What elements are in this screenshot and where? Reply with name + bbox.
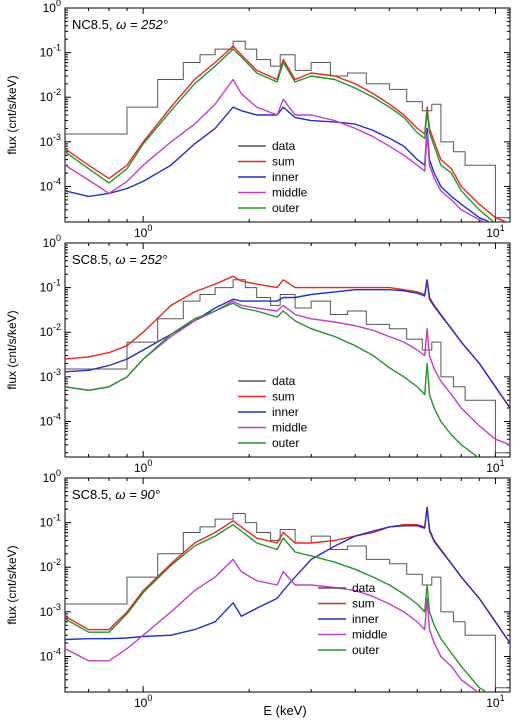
legend-label-middle: middle — [272, 421, 308, 435]
x-tick-label: 100 — [134, 223, 152, 240]
panel-title: SC8.5, ω = 252° — [72, 252, 167, 267]
series-line-inner — [65, 506, 510, 644]
legend-label-middle: middle — [272, 186, 308, 200]
y-tick-label: 100 — [43, 233, 61, 250]
legend-label-outer: outer — [352, 643, 379, 657]
legend-label-sum: sum — [272, 390, 295, 404]
x-tick-label: 100 — [134, 693, 152, 710]
y-tick-label: 100 — [43, 0, 61, 15]
x-tick-label: 101 — [486, 223, 504, 240]
series-line-sum — [65, 275, 510, 409]
y-tick-label: 10-1 — [40, 278, 61, 295]
series-group — [65, 40, 510, 222]
series-line-middle — [65, 300, 510, 446]
y-tick-label: 10-2 — [40, 557, 61, 574]
panel-title: NC8.5, ω = 252° — [72, 17, 168, 32]
series-line-data — [65, 279, 510, 454]
series-line-outer — [65, 48, 495, 222]
y-tick-label: 10-3 — [40, 132, 61, 149]
y-tick-label: 10-2 — [40, 87, 61, 104]
series-line-outer — [65, 524, 488, 692]
x-tick-label: 101 — [486, 458, 504, 475]
x-tick-label: 101 — [486, 693, 504, 710]
y-tick-label: 10-1 — [40, 513, 61, 530]
series-line-middle — [65, 558, 479, 692]
x-axis-label: E (keV) — [263, 703, 306, 718]
series-line-middle — [65, 78, 486, 222]
legend-label-middle: middle — [352, 628, 388, 642]
series-line-sum — [65, 506, 510, 644]
series-line-data — [65, 513, 510, 689]
spectrum-panel-2: 100 10-1 10-2 10-3 10-4 100 101 SC8.5, ω = 252°… — [5, 233, 511, 475]
y-tick-label: 10-4 — [40, 411, 61, 428]
y-tick-label: 10-2 — [40, 322, 61, 339]
y-tick-label: 100 — [43, 468, 61, 485]
x-tick-label: 100 — [134, 458, 152, 475]
legend-label-data: data — [352, 581, 376, 595]
y-axis-label: flux (cnt/s/keV) — [5, 545, 19, 624]
y-tick-label: 10-4 — [40, 646, 61, 663]
legend-label-outer: outer — [272, 201, 299, 215]
panel-title: SC8.5, ω = 90° — [72, 487, 160, 502]
series-group — [65, 275, 510, 457]
legend-label-data: data — [272, 374, 296, 388]
spectrum-panel-1: 100 10-1 10-2 10-3 10-4 100 101 NC8.5, ω = 252°… — [5, 0, 511, 240]
legend-label-sum: sum — [272, 155, 295, 169]
y-tick-label: 10-3 — [40, 602, 61, 619]
series-line-sum — [65, 45, 509, 222]
y-tick-label: 10-1 — [40, 43, 61, 60]
spectrum-panel-3: 100 10-1 10-2 10-3 10-4 100 101 SC8.5, ω = 90° f… — [5, 468, 511, 710]
legend-label-data: data — [272, 139, 296, 153]
y-tick-label: 10-4 — [40, 176, 61, 193]
series-group — [65, 506, 510, 692]
y-axis-label: flux (cnt/s/keV) — [5, 310, 19, 389]
legend-label-sum: sum — [352, 597, 375, 611]
y-axis-label: flux (cnt/s/keV) — [5, 75, 19, 154]
legend-label-inner: inner — [352, 612, 379, 626]
series-line-outer — [65, 302, 479, 457]
legend-label-outer: outer — [272, 436, 299, 450]
series-line-data — [65, 40, 510, 219]
y-tick-label: 10-3 — [40, 367, 61, 384]
legend-label-inner: inner — [272, 405, 299, 419]
series-line-inner — [65, 106, 492, 222]
legend-label-inner: inner — [272, 170, 299, 184]
